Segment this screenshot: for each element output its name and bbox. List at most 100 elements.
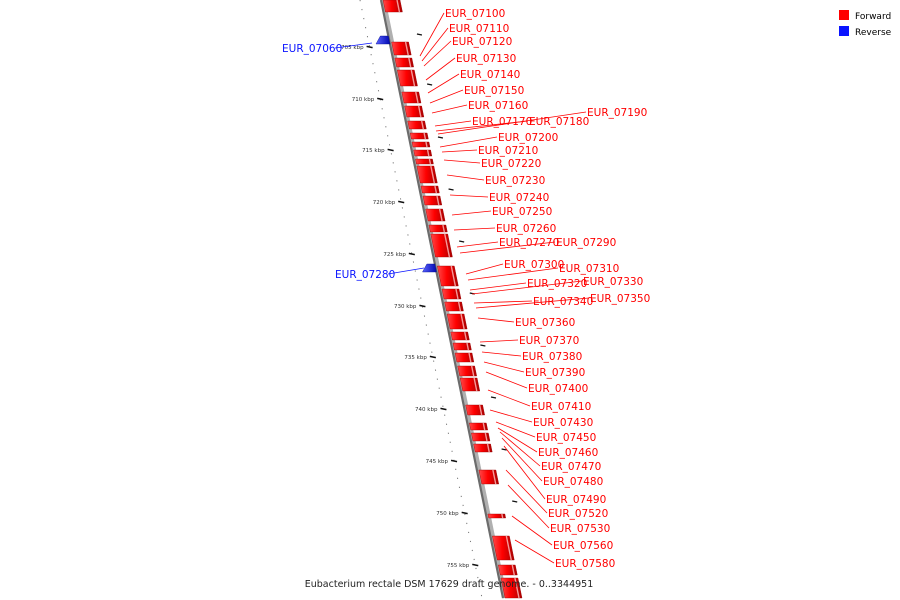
gene-label[interactable]: EUR_07360 [515, 317, 575, 329]
forward-gene-block[interactable] [425, 208, 446, 222]
legend-item-forward[interactable]: Forward [839, 10, 891, 22]
gene-label[interactable]: EUR_07060 [282, 43, 342, 55]
gene-feature[interactable]: EUR_07520 [548, 508, 608, 520]
gene-label[interactable]: EUR_07580 [555, 558, 615, 570]
forward-gene-block[interactable] [391, 41, 412, 56]
gene-label[interactable]: EUR_07290 [556, 237, 616, 249]
gene-label[interactable]: EUR_07430 [533, 417, 593, 429]
gene-feature[interactable]: EUR_07240 [489, 192, 549, 204]
gene-label[interactable]: EUR_07260 [496, 223, 556, 235]
reverse-gene-arrow[interactable] [375, 35, 391, 45]
gene-feature[interactable]: EUR_07340 [533, 296, 593, 308]
gene-label[interactable]: EUR_07190 [587, 107, 647, 119]
gene-feature[interactable]: EUR_07190 [587, 107, 647, 119]
gene-feature[interactable]: EUR_07310 [559, 263, 619, 275]
forward-gene-block[interactable] [422, 195, 443, 206]
gene-label[interactable]: EUR_07130 [456, 53, 516, 65]
forward-gene-block[interactable] [415, 158, 434, 165]
forward-gene-block[interactable] [487, 513, 506, 519]
gene-label[interactable]: EUR_07210 [478, 145, 538, 157]
gene-feature[interactable]: EUR_07380 [522, 351, 582, 363]
gene-feature[interactable]: EUR_07450 [536, 432, 596, 444]
gene-feature[interactable]: EUR_07350 [590, 293, 650, 305]
gene-feature[interactable]: EUR_07330 [583, 276, 643, 288]
reverse-gene-arrow[interactable] [422, 263, 437, 273]
gene-feature[interactable]: EUR_07230 [485, 175, 545, 187]
gene-label[interactable]: EUR_07310 [559, 263, 619, 275]
gene-feature[interactable]: EUR_07200 [498, 132, 558, 144]
forward-gene-block[interactable] [411, 141, 431, 148]
forward-gene-block[interactable] [397, 69, 418, 87]
gene-label[interactable]: EUR_07470 [541, 461, 601, 473]
gene-feature[interactable]: EUR_07100 [445, 8, 505, 20]
forward-gene-block[interactable] [416, 165, 438, 184]
forward-gene-block[interactable] [452, 342, 472, 351]
gene-feature[interactable]: EUR_07390 [525, 367, 585, 379]
gene-feature[interactable]: EUR_07370 [519, 335, 579, 347]
gene-label[interactable]: EUR_07270 [499, 237, 559, 249]
gene-label[interactable]: EUR_07280 [335, 269, 395, 281]
gene-feature[interactable]: EUR_07160 [468, 100, 528, 112]
gene-feature[interactable]: EUR_07490 [546, 494, 606, 506]
gene-feature[interactable]: EUR_07560 [553, 540, 613, 552]
gene-label[interactable]: EUR_07450 [536, 432, 596, 444]
gene-feature[interactable]: EUR_07270 [499, 237, 559, 249]
gene-label[interactable]: EUR_07110 [449, 23, 509, 35]
forward-gene-block[interactable] [471, 432, 491, 442]
gene-label[interactable]: EUR_07120 [452, 36, 512, 48]
forward-gene-block[interactable] [498, 564, 518, 576]
forward-gene-block[interactable] [457, 365, 477, 377]
gene-label[interactable]: EUR_07180 [529, 116, 589, 128]
gene-feature[interactable]: EUR_07280 [335, 269, 395, 281]
forward-gene-block[interactable] [478, 469, 499, 485]
forward-gene-block[interactable] [446, 313, 468, 330]
gene-label[interactable]: EUR_07160 [468, 100, 528, 112]
gene-label[interactable]: EUR_07320 [527, 278, 587, 290]
gene-label[interactable]: EUR_07380 [522, 351, 582, 363]
gene-label[interactable]: EUR_07220 [481, 158, 541, 170]
forward-gene-block[interactable] [407, 120, 427, 130]
forward-gene-block[interactable] [413, 149, 433, 157]
gene-feature[interactable]: EUR_07180 [529, 116, 589, 128]
gene-feature[interactable]: EUR_07320 [527, 278, 587, 290]
forward-gene-block[interactable] [420, 185, 440, 194]
gene-label[interactable]: EUR_07560 [553, 540, 613, 552]
forward-gene-block[interactable] [459, 377, 481, 392]
gene-feature[interactable]: EUR_07170 [472, 116, 532, 128]
forward-gene-block[interactable] [450, 331, 470, 341]
gene-label[interactable]: EUR_07370 [519, 335, 579, 347]
forward-gene-block[interactable] [404, 105, 425, 118]
gene-label[interactable]: EUR_07230 [485, 175, 545, 187]
gene-label[interactable]: EUR_07100 [445, 8, 505, 20]
gene-feature[interactable]: EUR_07110 [449, 23, 509, 35]
forward-gene-block[interactable] [401, 91, 422, 104]
forward-gene-block[interactable] [382, 0, 403, 13]
gene-label[interactable]: EUR_07140 [460, 69, 520, 81]
gene-feature[interactable]: EUR_07530 [550, 523, 610, 535]
forward-gene-block[interactable] [444, 301, 464, 312]
forward-gene-block[interactable] [454, 352, 475, 363]
forward-gene-block[interactable] [394, 57, 414, 68]
forward-gene-block[interactable] [441, 288, 462, 300]
gene-label[interactable]: EUR_07410 [531, 401, 591, 413]
gene-feature[interactable]: EUR_07120 [452, 36, 512, 48]
gene-feature[interactable]: EUR_07400 [528, 383, 588, 395]
gene-feature[interactable]: EUR_07060 [282, 43, 342, 55]
gene-label[interactable]: EUR_07250 [492, 206, 552, 218]
gene-feature[interactable]: EUR_07250 [492, 206, 552, 218]
forward-gene-block[interactable] [469, 422, 488, 431]
gene-label[interactable]: EUR_07490 [546, 494, 606, 506]
gene-label[interactable]: EUR_07480 [543, 476, 603, 488]
gene-feature[interactable]: EUR_07360 [515, 317, 575, 329]
gene-feature[interactable]: EUR_07140 [460, 69, 520, 81]
gene-label[interactable]: EUR_07340 [533, 296, 593, 308]
gene-feature[interactable]: EUR_07580 [555, 558, 615, 570]
gene-label[interactable]: EUR_07350 [590, 293, 650, 305]
forward-gene-block[interactable] [437, 265, 459, 287]
gene-label[interactable]: EUR_07170 [472, 116, 532, 128]
gene-feature[interactable]: EUR_07470 [541, 461, 601, 473]
gene-feature[interactable]: EUR_07300 [504, 259, 564, 271]
forward-gene-block[interactable] [430, 233, 453, 258]
gene-label[interactable]: EUR_07330 [583, 276, 643, 288]
forward-gene-block[interactable] [409, 132, 429, 140]
